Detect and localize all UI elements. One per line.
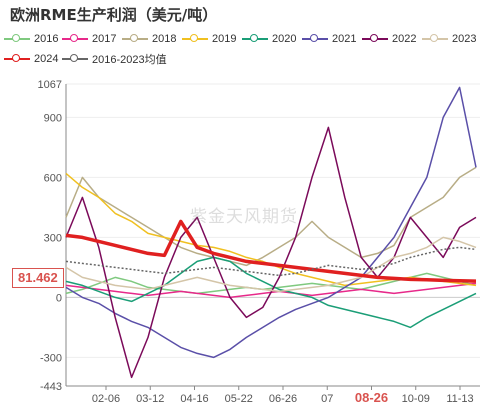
- legend-swatch: [62, 32, 88, 46]
- y-tick-label: 600: [44, 172, 62, 184]
- legend-swatch: [302, 32, 328, 46]
- series-line: [65, 219, 477, 283]
- legend-swatch: [62, 52, 88, 66]
- legend-item[interactable]: 2020: [242, 32, 296, 46]
- series-line: [65, 86, 477, 359]
- legend-swatch: [182, 32, 208, 46]
- x-tick-label: 05-22: [225, 393, 253, 405]
- legend-label: 2019: [212, 33, 237, 45]
- legend-item[interactable]: 2016: [4, 32, 58, 46]
- legend-item[interactable]: 2018: [122, 32, 176, 46]
- legend-item[interactable]: 2023: [422, 32, 476, 46]
- y-tick-label: -443: [40, 381, 62, 393]
- legend-label: 2021: [332, 33, 357, 45]
- legend-label: 2017: [92, 33, 117, 45]
- x-tick-label: 10-09: [402, 393, 430, 405]
- legend-label: 2024: [34, 53, 59, 65]
- legend-label: 2020: [272, 33, 297, 45]
- y-tick-label: 900: [44, 112, 62, 124]
- legend-item[interactable]: 2019: [182, 32, 236, 46]
- current-value-label: 81.462: [12, 268, 64, 288]
- legend-item[interactable]: 2022: [362, 32, 416, 46]
- legend-swatch: [422, 32, 448, 46]
- legend-swatch: [242, 32, 268, 46]
- legend-label: 2022: [392, 33, 417, 45]
- x-tick-label: 04-16: [180, 393, 208, 405]
- x-tick-label: 07: [321, 393, 333, 405]
- legend-swatch: [4, 52, 30, 66]
- legend-item[interactable]: 2024: [4, 52, 58, 66]
- series-line: [65, 166, 477, 267]
- legend-swatch: [4, 32, 30, 46]
- x-tick-label: 03-12: [136, 393, 164, 405]
- legend-item[interactable]: 2017: [62, 32, 116, 46]
- series-line: [65, 256, 477, 329]
- y-tick-label: -300: [40, 352, 62, 364]
- legend-swatch: [362, 32, 388, 46]
- legend-item[interactable]: 2021: [302, 32, 356, 46]
- legend-label: 2023: [452, 33, 477, 45]
- series-line: [65, 246, 477, 277]
- y-tick-label: 1067: [38, 79, 62, 91]
- chart-header: 欧洲RME生产利润（美元/吨）: [0, 0, 500, 30]
- x-tick-label: 08-26: [355, 390, 388, 405]
- x-tick-label: 02-06: [92, 393, 120, 405]
- series-line: [65, 236, 477, 293]
- series-line: [65, 126, 477, 379]
- y-tick-label: 0: [56, 292, 62, 304]
- legend-swatch: [122, 32, 148, 46]
- chart-title: 欧洲RME生产利润（美元/吨）: [10, 6, 218, 24]
- legend-label: 2016-2023均值: [92, 54, 167, 66]
- y-tick-label: 300: [44, 232, 62, 244]
- legend-item[interactable]: 2016-2023均值: [62, 52, 167, 66]
- watermark: 紫金天风期货: [190, 207, 298, 227]
- legend-label: 2016: [34, 33, 59, 45]
- x-tick-label: 06-26: [269, 393, 297, 405]
- x-tick-label: 11-13: [446, 393, 473, 405]
- legend-label: 2018: [152, 33, 177, 45]
